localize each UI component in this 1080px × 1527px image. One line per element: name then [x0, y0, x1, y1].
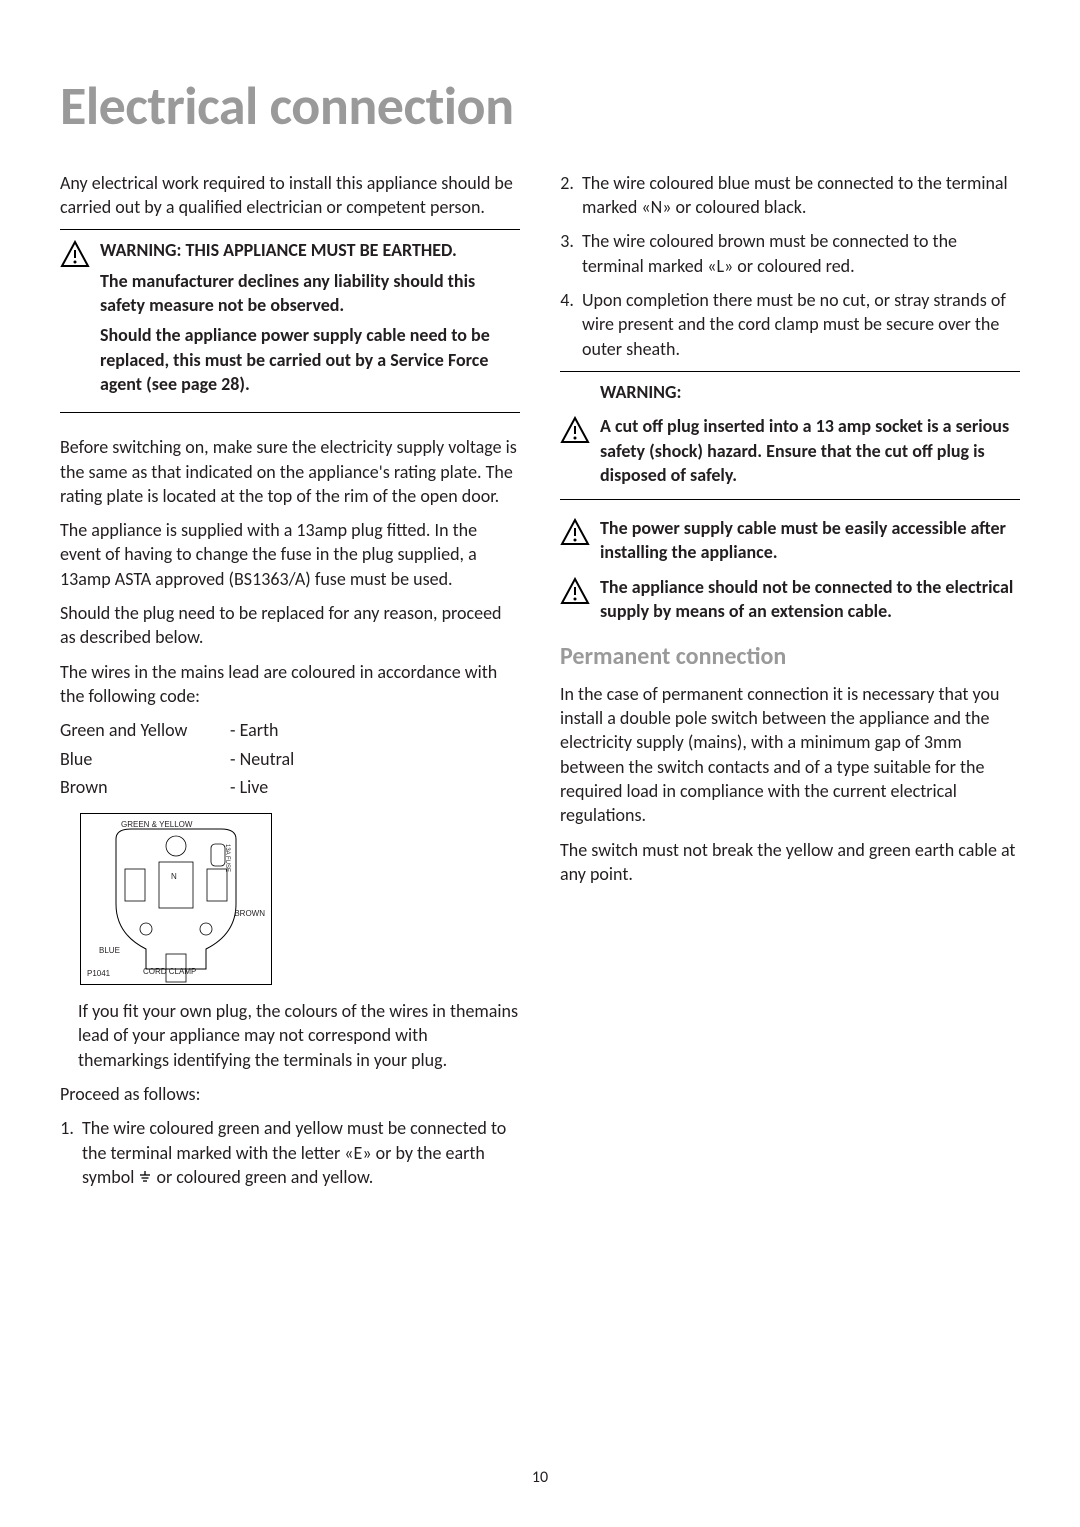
warning-icon — [560, 518, 590, 552]
perm-p1: In the case of permanent connection it i… — [560, 682, 1020, 828]
para-voltage: Before switching on, make sure the elect… — [60, 435, 520, 508]
warn1-line2: The manufacturer declines any liability … — [100, 269, 520, 318]
step1-b: or coloured green and yellow. — [156, 1166, 373, 1188]
wire-brown: Brown — [60, 775, 230, 799]
step-1: The wire coloured green and yellow must … — [78, 1116, 520, 1190]
intro-text: Any electrical work required to install … — [60, 171, 520, 220]
fig-ref: P1041 — [87, 969, 110, 980]
wire-color-table: Green and Yellow - Earth Blue - Neutral … — [60, 718, 520, 799]
fig-n: N — [171, 872, 177, 883]
right-column: The wire coloured blue must be connected… — [560, 171, 1020, 1201]
fig-brown: BROWN — [234, 909, 265, 920]
perm-p2: The switch must not break the yellow and… — [560, 838, 1020, 887]
step-2: The wire coloured blue must be connected… — [578, 171, 1020, 220]
para-wires: The wires in the mains lead are coloured… — [60, 660, 520, 709]
wire-blue-v: - Neutral — [230, 747, 520, 771]
fig-blue: BLUE — [99, 946, 120, 957]
fig-cord-clamp: CORD CLAMP — [143, 967, 196, 978]
warning-icon — [560, 577, 590, 611]
fig-fuse: 13A FUSE — [223, 844, 231, 872]
warning-icon — [60, 240, 90, 402]
warn2-heading: WARNING: — [600, 380, 1020, 404]
steps-list-left: The wire coloured green and yellow must … — [60, 1116, 520, 1190]
page-number: 10 — [0, 1467, 1080, 1489]
warn1-line3: Should the appliance power supply cable … — [100, 323, 520, 396]
fig-green-yellow: GREEN & YELLOW — [121, 820, 192, 831]
warning-extension: The appliance should not be connected to… — [560, 575, 1020, 624]
warning-accessible: The power supply cable must be easily ac… — [560, 516, 1020, 565]
proceed-label: Proceed as follows: — [60, 1082, 520, 1106]
warning-earthed-text: WARNING: THIS APPLIANCE MUST BE EARTHED.… — [100, 238, 520, 402]
wire-brown-v: - Live — [230, 775, 520, 799]
plug-diagram: GREEN & YELLOW BROWN BLUE CORD CLAMP P10… — [80, 813, 272, 985]
warn4-text: The appliance should not be connected to… — [600, 575, 1020, 624]
warn3-text: The power supply cable must be easily ac… — [600, 516, 1020, 565]
steps-list-right: The wire coloured blue must be connected… — [560, 171, 1020, 361]
wire-gy-v: - Earth — [230, 718, 520, 742]
para-fuse: The appliance is supplied with a 13amp p… — [60, 518, 520, 591]
earth-symbol-icon — [138, 1166, 152, 1190]
step-4: Upon completion there must be no cut, or… — [578, 288, 1020, 361]
warn1-line1: WARNING: THIS APPLIANCE MUST BE EARTHED. — [100, 238, 520, 262]
para-replace: Should the plug need to be replaced for … — [60, 601, 520, 650]
wire-gy: Green and Yellow — [60, 718, 230, 742]
permanent-heading: Permanent connection — [560, 641, 1020, 673]
step-3: The wire coloured brown must be connecte… — [578, 229, 1020, 278]
page-title: Electrical connection — [60, 70, 1020, 143]
warning-icon — [560, 416, 590, 450]
content-columns: Any electrical work required to install … — [60, 171, 1020, 1201]
para-own-plug: If you fit your own plug, the colours of… — [60, 999, 520, 1072]
warning-earthed: WARNING: THIS APPLIANCE MUST BE EARTHED.… — [60, 229, 520, 413]
warning-cutoff-plug: WARNING: A cut off plug inserted into a … — [560, 371, 1020, 500]
left-column: Any electrical work required to install … — [60, 171, 520, 1201]
warn2-body: A cut off plug inserted into a 13 amp so… — [600, 414, 1020, 487]
wire-blue: Blue — [60, 747, 230, 771]
plug-svg — [81, 814, 271, 984]
